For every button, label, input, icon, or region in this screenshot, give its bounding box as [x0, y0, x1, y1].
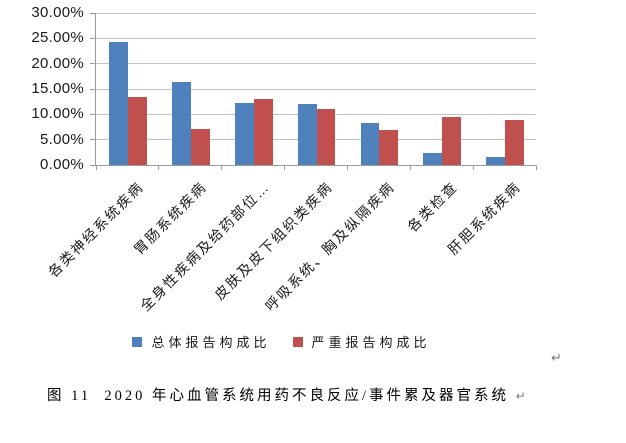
bar-group — [473, 13, 536, 165]
y-axis-tick — [90, 37, 96, 39]
x-axis-label: 各类检查 — [404, 178, 462, 235]
bar — [379, 129, 399, 165]
plot-area — [90, 12, 537, 170]
figure-caption: 图 11 2020 年心血管系统用药不良反应/事件累及器官系统 ↵ — [47, 384, 526, 405]
bar — [423, 152, 443, 165]
x-axis-tick — [409, 165, 411, 170]
bar-group — [96, 13, 159, 165]
bar-group — [285, 13, 348, 165]
gridline — [96, 37, 536, 39]
x-axis-tick — [535, 165, 537, 170]
y-axis-tick — [90, 63, 96, 65]
legend-item: 严重报告构成比 — [292, 332, 431, 351]
bar-group — [159, 13, 222, 165]
legend-label: 严重报告构成比 — [311, 335, 431, 350]
bar — [172, 82, 191, 165]
y-axis-tick-label: 20.00% — [31, 54, 84, 72]
y-axis-tick-label: 0.00% — [39, 156, 84, 173]
y-axis-tick — [90, 139, 96, 141]
y-axis-tick — [90, 12, 96, 14]
bar-group — [347, 13, 410, 165]
legend-item: 总体报告构成比 — [132, 332, 270, 351]
x-axis-tick — [284, 165, 286, 170]
y-axis-tick — [90, 113, 96, 115]
bar — [297, 103, 317, 165]
paragraph-mark: ↵ — [551, 350, 562, 365]
legend-color-swatch-icon — [132, 336, 143, 347]
figure-caption-text: 图 11 2020 年心血管系统用药不良反应/事件累及器官系统 — [47, 388, 509, 404]
x-axis-label: 皮肤及皮下组织类疾病 — [210, 178, 336, 303]
x-axis-tick — [221, 165, 223, 170]
x-axis-tick — [158, 165, 160, 170]
bar — [109, 41, 129, 165]
bar — [505, 120, 525, 165]
bar — [190, 129, 210, 165]
bar — [486, 156, 506, 165]
gridline — [96, 12, 536, 14]
bar — [316, 108, 336, 165]
y-axis-tick — [90, 164, 96, 166]
y-axis-tick-label: 15.00% — [31, 80, 84, 97]
y-axis-tick-label: 30.00% — [31, 4, 84, 21]
x-axis-label: 各类神经系统疾病 — [44, 178, 147, 281]
y-axis-tick-label: 5.00% — [39, 130, 84, 148]
bar — [253, 98, 273, 165]
paragraph-mark: ↵ — [515, 389, 526, 403]
legend-label: 总体报告构成比 — [151, 335, 271, 350]
bar — [442, 116, 462, 165]
x-axis-tick — [472, 165, 474, 170]
bar-group — [222, 13, 285, 165]
x-axis-tick — [346, 165, 348, 170]
y-axis-tick-label: 10.00% — [31, 105, 84, 123]
y-axis-tick-label: 25.00% — [31, 29, 84, 47]
bar-group — [410, 13, 473, 165]
bar — [128, 96, 147, 165]
bar-groups — [96, 13, 536, 165]
x-axis-tick — [95, 165, 97, 170]
gridline — [96, 88, 536, 90]
legend-color-swatch-icon — [292, 336, 303, 347]
bar — [360, 122, 380, 165]
gridline — [96, 63, 536, 65]
bar — [234, 103, 254, 165]
y-axis-tick — [90, 88, 96, 90]
chart-legend: 总体报告构成比 严重报告构成比 — [0, 332, 563, 351]
